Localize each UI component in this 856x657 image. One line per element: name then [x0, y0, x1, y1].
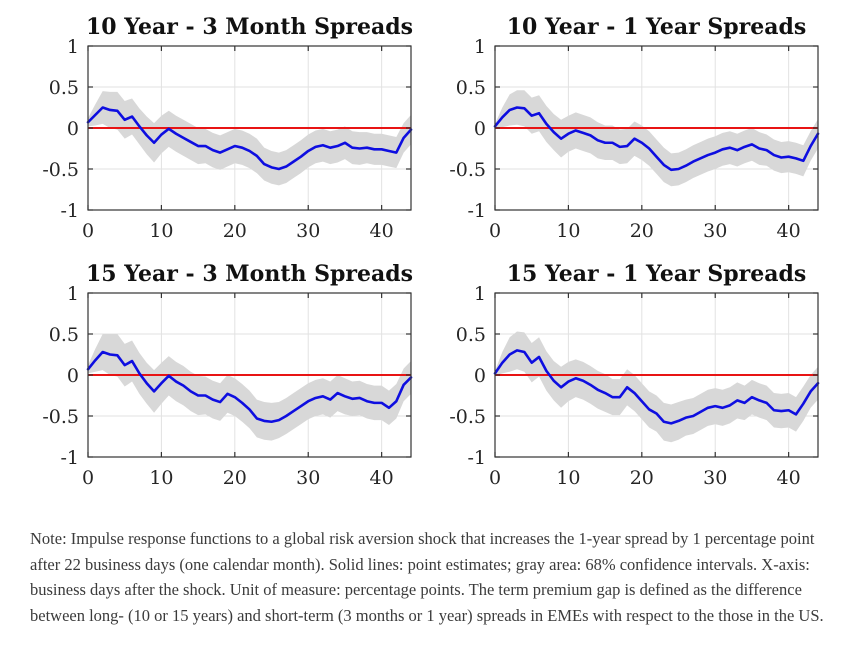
y-tick-label: -1: [60, 447, 79, 469]
confidence-band: [495, 90, 818, 187]
y-tick-label: -1: [467, 447, 486, 469]
x-tick-label: 40: [777, 220, 801, 242]
y-tick-label: -0.5: [42, 406, 79, 428]
x-tick-label: 30: [296, 467, 320, 489]
y-tick-label: -0.5: [42, 159, 79, 181]
confidence-band: [495, 331, 818, 443]
x-tick-label: 20: [630, 220, 654, 242]
irf-line: [86, 106, 413, 171]
irf-line: [493, 106, 820, 172]
figure: 10 Year - 3 Month Spreads 0 10 20 30 40 1 0.5 0-…: [26, 10, 856, 629]
y-tick-label: 0: [67, 365, 79, 387]
y-tick-label: 0.5: [456, 77, 486, 99]
y-tick-label: 0.5: [49, 77, 79, 99]
y-tick-label: 0.5: [456, 324, 486, 346]
y-tick-label: -1: [467, 200, 486, 222]
x-tick-label: 40: [370, 220, 394, 242]
x-tick-label: 30: [703, 220, 727, 242]
x-tick-label: 30: [703, 467, 727, 489]
x-tick-label: 40: [370, 467, 394, 489]
x-tick-label: 30: [296, 220, 320, 242]
x-tick-label: 0: [489, 467, 501, 489]
y-tick-label: -1: [60, 200, 79, 222]
y-tick-label: 0: [67, 118, 79, 140]
confidence-band: [88, 91, 411, 186]
y-tick-label: 0.5: [49, 324, 79, 346]
y-tick-label: 0: [474, 365, 486, 387]
y-tick-label: -0.5: [449, 159, 486, 181]
y-tick-label: 1: [474, 36, 486, 58]
x-tick-label: 10: [556, 467, 580, 489]
x-tick-label: 0: [489, 220, 501, 242]
y-tick-label: 1: [67, 36, 79, 58]
x-tick-label: 10: [149, 467, 173, 489]
x-tick-label: 0: [82, 220, 94, 242]
chart-title: 15 Year - 3 Month Spreads: [86, 261, 413, 287]
x-tick-label: 20: [223, 220, 247, 242]
chart-title: 15 Year - 1 Year Spreads: [507, 261, 807, 287]
y-tick-label: 0: [474, 118, 486, 140]
charts-grid: 10 Year - 3 Month Spreads 0 10 20 30 40 1 0.5 0-…: [26, 10, 856, 502]
y-tick-label: 1: [474, 283, 486, 305]
chart-title: 10 Year - 1 Year Spreads: [507, 14, 807, 40]
irf-line: [86, 350, 413, 424]
irf-line: [493, 349, 820, 425]
x-tick-label: 10: [149, 220, 173, 242]
x-tick-label: 40: [777, 467, 801, 489]
chart-title: 10 Year - 3 Month Spreads: [86, 14, 413, 40]
x-tick-label: 20: [223, 467, 247, 489]
x-tick-label: 0: [82, 467, 94, 489]
y-tick-label: 1: [67, 283, 79, 305]
y-tick-label: -0.5: [449, 406, 486, 428]
x-tick-label: 20: [630, 467, 654, 489]
confidence-band: [88, 334, 411, 441]
chart-15-year-1-year-spreads: 15 Year - 1 Year Spreads 0 10 20 30 40 1 0.5 0 -0…: [449, 261, 820, 489]
x-tick-label: 10: [556, 220, 580, 242]
chart-10-year-1-year-spreads: 10 Year - 1 Year Spreads 0 10 20 30 40 1 0.5 0 -0…: [449, 14, 820, 242]
figure-note: Note: Impulse response functions to a gl…: [30, 529, 824, 626]
